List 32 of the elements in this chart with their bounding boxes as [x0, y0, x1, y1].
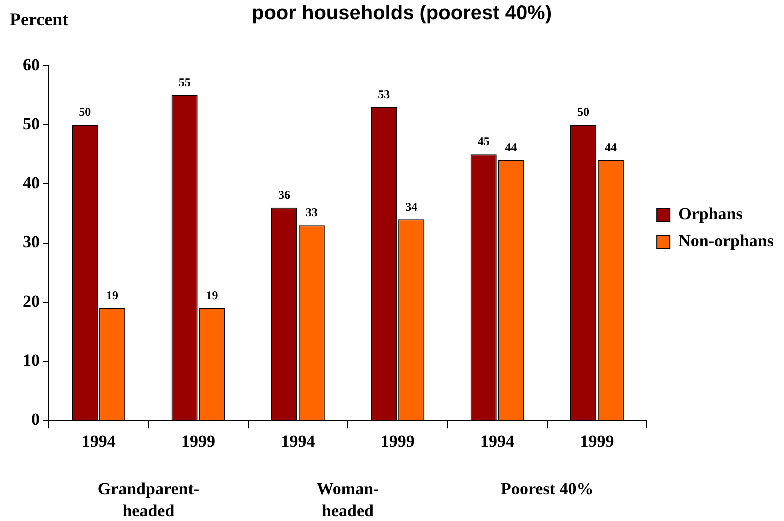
data-label: 55	[178, 76, 191, 90]
data-label: 44	[505, 140, 518, 155]
data-label: 50	[79, 105, 92, 120]
text: Woman-headed	[316, 479, 380, 520]
y-tick-label: 10	[23, 350, 40, 370]
data-label: 19	[206, 288, 218, 302]
x-tick-label: 1999	[380, 432, 415, 452]
data-label: 50	[578, 105, 590, 120]
data-label: 45	[478, 134, 490, 149]
legend-label: Non-orphans	[678, 231, 774, 250]
data-label: 53	[378, 87, 390, 102]
text: Poorest 40%	[501, 479, 594, 498]
x-tick-label: 1999	[182, 432, 216, 452]
y-tick-label: 0	[32, 410, 40, 429]
y-axis-title: Percent	[10, 10, 69, 30]
data-label: 36	[278, 188, 290, 202]
data-label: 33	[306, 206, 318, 220]
chart-title: poor households (poorest 40%)	[252, 2, 552, 25]
data-label: 19	[106, 288, 119, 302]
x-tick-label: 1994	[82, 432, 116, 452]
x-tick-label: 1994	[281, 432, 316, 452]
y-tick-label: 60	[23, 55, 40, 74]
data-label: 44	[604, 140, 617, 155]
y-tick-label: 30	[23, 232, 40, 252]
x-tick-label: 1999	[580, 432, 614, 452]
x-tick-label: 1994	[480, 432, 516, 452]
legend-label: Orphans	[678, 204, 744, 224]
text: Grandparent-headed	[98, 479, 200, 520]
y-tick-label: 40	[23, 174, 40, 193]
y-tick-label: 20	[23, 292, 40, 311]
data-label: 34	[406, 200, 418, 214]
y-tick-label: 50	[23, 114, 40, 134]
